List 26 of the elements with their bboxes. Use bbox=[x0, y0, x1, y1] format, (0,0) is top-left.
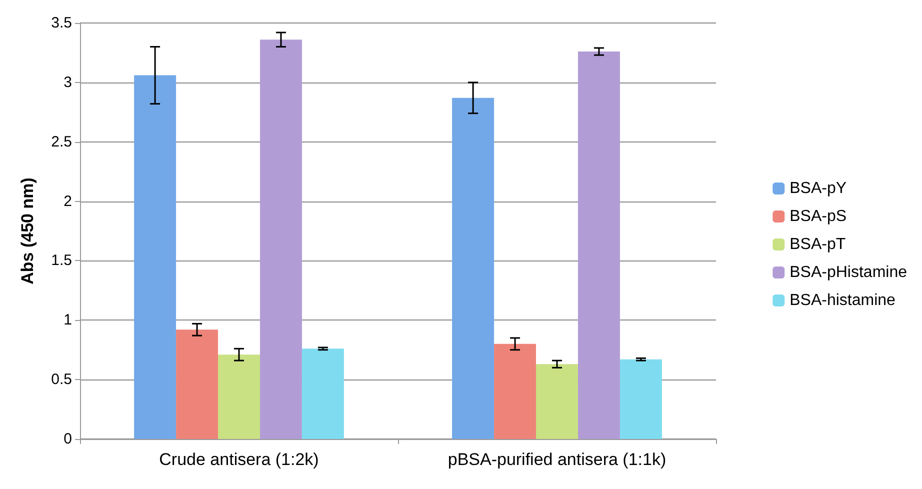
bar bbox=[578, 52, 620, 439]
y-tick-label: 3.5 bbox=[51, 14, 72, 32]
bar bbox=[260, 40, 302, 439]
legend-label: BSA-pHistamine bbox=[790, 264, 908, 281]
y-tick-label: 2.5 bbox=[51, 133, 72, 150]
bar bbox=[176, 330, 218, 439]
legend-label: BSA-pY bbox=[790, 180, 847, 197]
bar bbox=[620, 359, 662, 439]
bar bbox=[302, 348, 344, 439]
y-tick-label: 1 bbox=[64, 312, 72, 329]
legend-label: BSA-histamine bbox=[790, 292, 896, 309]
y-tick-label: 2 bbox=[64, 192, 72, 210]
y-tick-label: 0 bbox=[64, 430, 72, 448]
x-tick-label: pBSA-purified antisera (1:1k) bbox=[448, 450, 666, 469]
bar bbox=[452, 98, 494, 439]
bar bbox=[536, 364, 578, 439]
bar bbox=[494, 344, 536, 439]
bar bbox=[218, 354, 260, 439]
x-tick-label: Crude antisera (1:2k) bbox=[159, 450, 319, 469]
y-axis-title: Abs (450 nm) bbox=[18, 178, 37, 284]
bar bbox=[134, 75, 176, 439]
y-tick-label: 0.5 bbox=[51, 371, 72, 388]
legend-label: BSA-pS bbox=[790, 208, 847, 225]
legend-label: BSA-pT bbox=[790, 236, 846, 253]
y-tick-label: 1.5 bbox=[51, 252, 72, 270]
y-tick-label: 3 bbox=[64, 74, 72, 91]
